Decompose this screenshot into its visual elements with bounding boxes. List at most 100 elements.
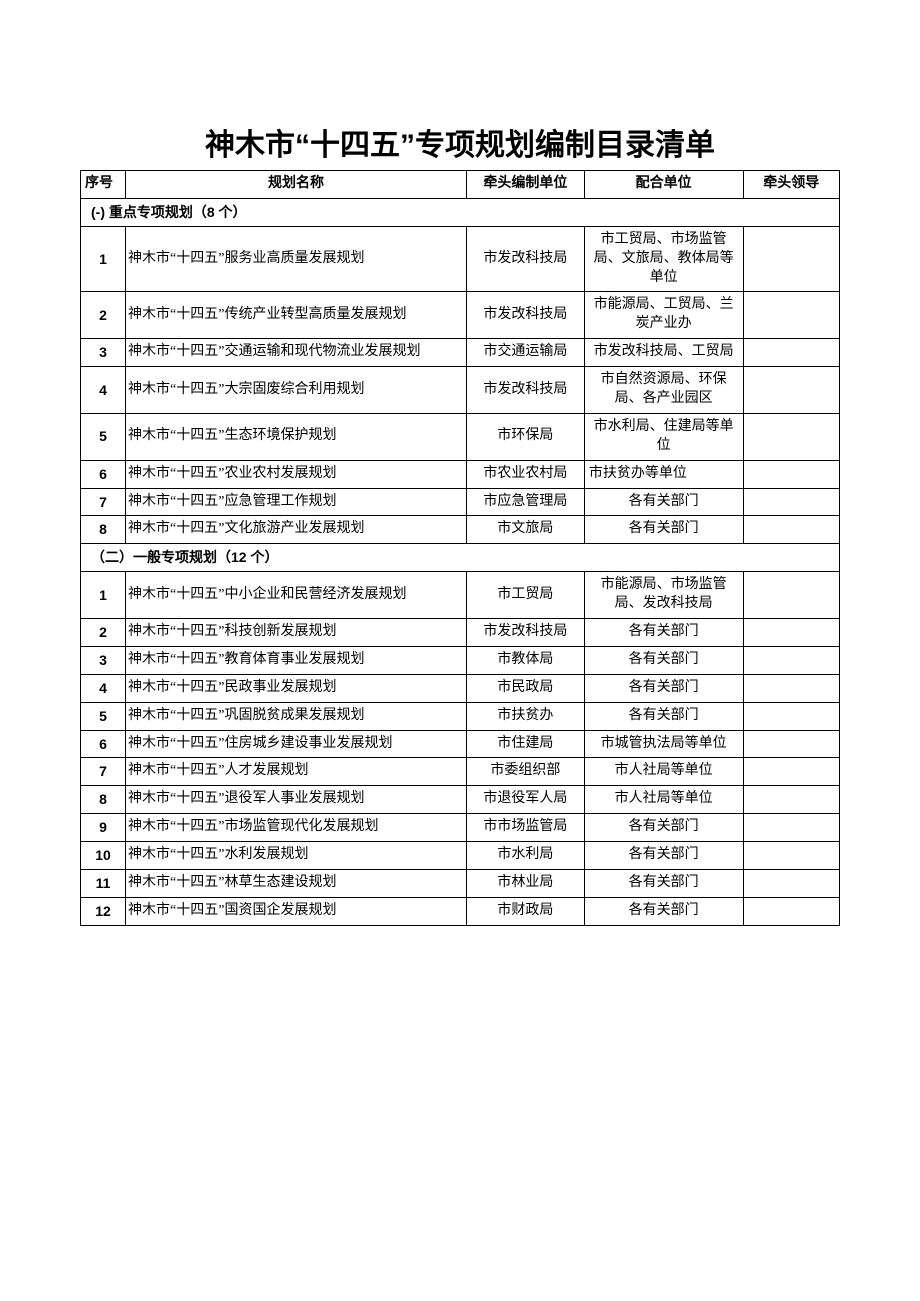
cell-coop: 市能源局、市场监管局、发改科技局 bbox=[584, 572, 743, 619]
cell-no: 4 bbox=[81, 674, 126, 702]
cell-no: 1 bbox=[81, 226, 126, 292]
cell-no: 3 bbox=[81, 646, 126, 674]
section-row: （二）一般专项规划（12 个） bbox=[81, 544, 840, 572]
cell-head bbox=[743, 897, 840, 925]
table-header-row: 序号 规划名称 牵头编制单位 配合单位 牵头领导 bbox=[81, 171, 840, 199]
cell-lead: 市发改科技局 bbox=[466, 619, 584, 647]
cell-head bbox=[743, 674, 840, 702]
cell-coop: 市人社局等单位 bbox=[584, 786, 743, 814]
cell-no: 2 bbox=[81, 292, 126, 339]
table-row: 6神木市“十四五”农业农村发展规划市农业农村局市扶贫办等单位 bbox=[81, 460, 840, 488]
table-row: 5神木市“十四五”生态环境保护规划市环保局市水利局、住建局等单位 bbox=[81, 413, 840, 460]
cell-coop: 各有关部门 bbox=[584, 646, 743, 674]
cell-no: 12 bbox=[81, 897, 126, 925]
cell-no: 8 bbox=[81, 786, 126, 814]
cell-coop: 各有关部门 bbox=[584, 870, 743, 898]
cell-name: 神木市“十四五”市场监管现代化发展规划 bbox=[126, 814, 467, 842]
cell-coop: 各有关部门 bbox=[584, 702, 743, 730]
cell-name: 神木市“十四五”人才发展规划 bbox=[126, 758, 467, 786]
table-row: 11神木市“十四五”林草生态建设规划市林业局各有关部门 bbox=[81, 870, 840, 898]
cell-coop: 市发改科技局、工贸局 bbox=[584, 339, 743, 367]
cell-head bbox=[743, 870, 840, 898]
cell-name: 神木市“十四五”文化旅游产业发展规划 bbox=[126, 516, 467, 544]
header-head: 牵头领导 bbox=[743, 171, 840, 199]
cell-name: 神木市“十四五”科技创新发展规划 bbox=[126, 619, 467, 647]
cell-no: 2 bbox=[81, 619, 126, 647]
cell-coop: 市扶贫办等单位 bbox=[584, 460, 743, 488]
cell-coop: 市自然资源局、环保局、各产业园区 bbox=[584, 367, 743, 414]
table-row: 8神木市“十四五”文化旅游产业发展规划市文旅局各有关部门 bbox=[81, 516, 840, 544]
section-label: （二）一般专项规划（12 个） bbox=[81, 544, 840, 572]
cell-head bbox=[743, 619, 840, 647]
cell-no: 10 bbox=[81, 842, 126, 870]
cell-no: 4 bbox=[81, 367, 126, 414]
cell-head bbox=[743, 646, 840, 674]
cell-name: 神木市“十四五”农业农村发展规划 bbox=[126, 460, 467, 488]
cell-name: 神木市“十四五”民政事业发展规划 bbox=[126, 674, 467, 702]
cell-name: 神木市“十四五”退役军人事业发展规划 bbox=[126, 786, 467, 814]
table-row: 12神木市“十四五”国资国企发展规划市财政局各有关部门 bbox=[81, 897, 840, 925]
cell-head bbox=[743, 367, 840, 414]
table-row: 3神木市“十四五”交通运输和现代物流业发展规划市交通运输局市发改科技局、工贸局 bbox=[81, 339, 840, 367]
cell-lead: 市民政局 bbox=[466, 674, 584, 702]
cell-coop: 各有关部门 bbox=[584, 516, 743, 544]
cell-no: 8 bbox=[81, 516, 126, 544]
cell-coop: 各有关部门 bbox=[584, 814, 743, 842]
cell-no: 7 bbox=[81, 488, 126, 516]
table-row: 9神木市“十四五”市场监管现代化发展规划市市场监管局各有关部门 bbox=[81, 814, 840, 842]
cell-head bbox=[743, 786, 840, 814]
cell-name: 神木市“十四五”林草生态建设规划 bbox=[126, 870, 467, 898]
table-row: 6神木市“十四五”住房城乡建设事业发展规划市住建局市城管执法局等单位 bbox=[81, 730, 840, 758]
header-coop: 配合单位 bbox=[584, 171, 743, 199]
cell-name: 神木市“十四五”住房城乡建设事业发展规划 bbox=[126, 730, 467, 758]
cell-lead: 市文旅局 bbox=[466, 516, 584, 544]
cell-name: 神木市“十四五”应急管理工作规划 bbox=[126, 488, 467, 516]
cell-coop: 市能源局、工贸局、兰炭产业办 bbox=[584, 292, 743, 339]
cell-name: 神木市“十四五”教育体育事业发展规划 bbox=[126, 646, 467, 674]
table-row: 7神木市“十四五”人才发展规划市委组织部市人社局等单位 bbox=[81, 758, 840, 786]
cell-no: 5 bbox=[81, 702, 126, 730]
header-no: 序号 bbox=[81, 171, 126, 199]
cell-head bbox=[743, 814, 840, 842]
cell-lead: 市发改科技局 bbox=[466, 292, 584, 339]
cell-head bbox=[743, 516, 840, 544]
cell-lead: 市教体局 bbox=[466, 646, 584, 674]
cell-head bbox=[743, 488, 840, 516]
table-row: 5神木市“十四五”巩固脱贫成果发展规划市扶贫办各有关部门 bbox=[81, 702, 840, 730]
section-row: (-) 重点专项规划（8 个） bbox=[81, 198, 840, 226]
cell-coop: 各有关部门 bbox=[584, 842, 743, 870]
cell-lead: 市环保局 bbox=[466, 413, 584, 460]
cell-lead: 市扶贫办 bbox=[466, 702, 584, 730]
cell-head bbox=[743, 702, 840, 730]
cell-lead: 市林业局 bbox=[466, 870, 584, 898]
plan-table: 序号 规划名称 牵头编制单位 配合单位 牵头领导 (-) 重点专项规划（8 个）… bbox=[80, 170, 840, 926]
table-row: 4神木市“十四五”大宗固废综合利用规划市发改科技局市自然资源局、环保局、各产业园… bbox=[81, 367, 840, 414]
cell-no: 7 bbox=[81, 758, 126, 786]
cell-coop: 各有关部门 bbox=[584, 674, 743, 702]
cell-name: 神木市“十四五”水利发展规划 bbox=[126, 842, 467, 870]
cell-head bbox=[743, 758, 840, 786]
cell-lead: 市发改科技局 bbox=[466, 367, 584, 414]
cell-name: 神木市“十四五”传统产业转型高质量发展规划 bbox=[126, 292, 467, 339]
cell-lead: 市工贸局 bbox=[466, 572, 584, 619]
section-label: (-) 重点专项规划（8 个） bbox=[81, 198, 840, 226]
cell-lead: 市市场监管局 bbox=[466, 814, 584, 842]
cell-lead: 市发改科技局 bbox=[466, 226, 584, 292]
cell-lead: 市水利局 bbox=[466, 842, 584, 870]
cell-lead: 市委组织部 bbox=[466, 758, 584, 786]
cell-no: 11 bbox=[81, 870, 126, 898]
cell-lead: 市住建局 bbox=[466, 730, 584, 758]
table-row: 8神木市“十四五”退役军人事业发展规划市退役军人局市人社局等单位 bbox=[81, 786, 840, 814]
cell-head bbox=[743, 572, 840, 619]
cell-lead: 市交通运输局 bbox=[466, 339, 584, 367]
cell-lead: 市应急管理局 bbox=[466, 488, 584, 516]
table-row: 1神木市“十四五”中小企业和民营经济发展规划市工贸局市能源局、市场监管局、发改科… bbox=[81, 572, 840, 619]
cell-coop: 市水利局、住建局等单位 bbox=[584, 413, 743, 460]
table-row: 1神木市“十四五”服务业高质量发展规划市发改科技局市工贸局、市场监管局、文旅局、… bbox=[81, 226, 840, 292]
cell-head bbox=[743, 730, 840, 758]
table-row: 2神木市“十四五”传统产业转型高质量发展规划市发改科技局市能源局、工贸局、兰炭产… bbox=[81, 292, 840, 339]
cell-no: 3 bbox=[81, 339, 126, 367]
table-row: 3神木市“十四五”教育体育事业发展规划市教体局各有关部门 bbox=[81, 646, 840, 674]
cell-head bbox=[743, 226, 840, 292]
cell-coop: 市人社局等单位 bbox=[584, 758, 743, 786]
